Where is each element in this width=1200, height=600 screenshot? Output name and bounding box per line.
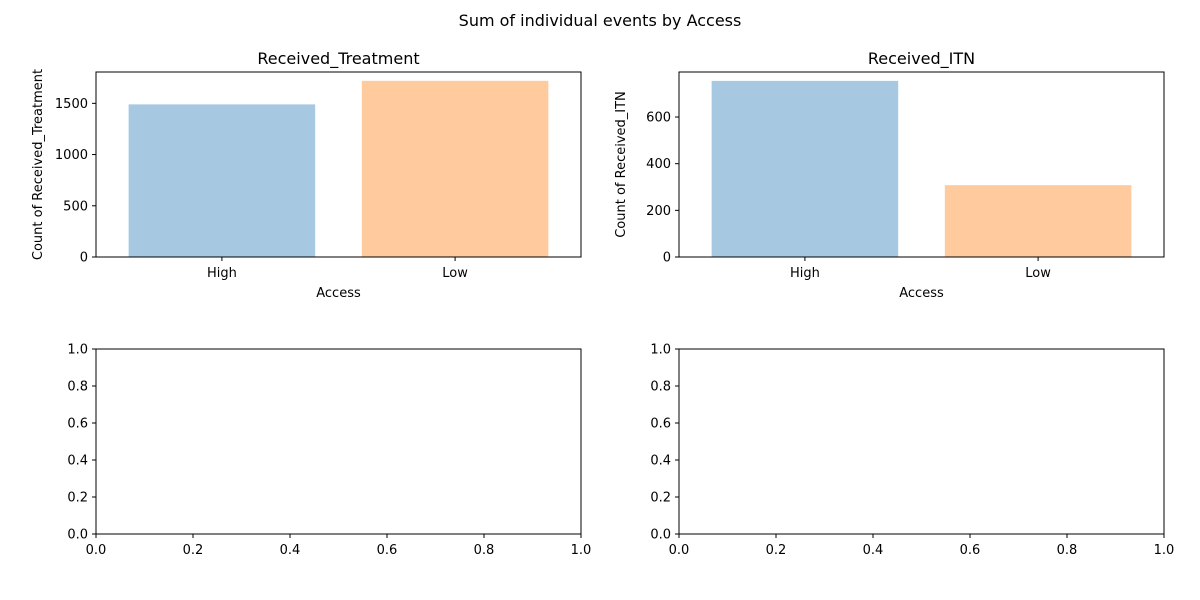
figure-suptitle: Sum of individual events by Access [459,11,742,30]
x-axis-label: Access [899,286,944,301]
x-tick-label: 0.8 [1057,543,1078,558]
y-tick-label: 500 [63,199,88,214]
x-tick-label: Low [442,266,468,281]
subplot-2: High Low 0 200 400 600 Received_ITN Access Count… [614,49,1165,301]
y-tick-label: 0.8 [67,380,88,395]
x-tick-label: Low [1025,266,1051,281]
y-tick-label: 600 [646,111,671,126]
x-tick-label: 0.4 [280,543,301,558]
y-tick-label: 0.0 [650,528,671,543]
y-tick-label: 1.0 [67,343,88,358]
axes-title: Received_Treatment [257,49,419,69]
x-axis-label: Access [316,286,361,301]
bar-high [711,80,899,257]
bar-high [128,104,316,258]
axes-frame [678,348,1165,535]
x-tick-label: 0.0 [86,543,107,558]
y-tick-label: 0 [663,251,671,266]
y-tick-label: 0.2 [67,491,88,506]
y-tick-label: 0.8 [650,380,671,395]
y-tick-label: 0.2 [650,491,671,506]
y-tick-label: 0 [80,251,88,266]
y-tick-label: 0.0 [67,528,88,543]
subplot-3: 0.0 0.2 0.4 0.6 0.8 1.0 0.0 0.2 0.4 0.6 0.8 1.0 [67,343,591,559]
axes-frame [95,71,582,258]
y-axis-label: Count of Received_Treatment [31,69,46,260]
x-tick-label: High [790,266,820,281]
x-tick-label: 0.4 [863,543,884,558]
y-tick-label: 1.0 [650,343,671,358]
x-tick-label: 0.6 [960,543,981,558]
y-tick-label: 400 [646,157,671,172]
y-tick-label: 1000 [55,148,88,163]
y-tick-label: 1500 [55,97,88,112]
axes-frame [678,71,1165,258]
x-tick-label: 0.6 [377,543,398,558]
y-axis-label: Count of Received_ITN [614,91,629,238]
x-tick-label: 0.0 [669,543,690,558]
axes-title: Received_ITN [868,49,975,69]
x-tick-label: 0.8 [474,543,495,558]
y-tick-label: 0.6 [650,417,671,432]
y-tick-label: 200 [646,204,671,219]
x-tick-label: 1.0 [571,543,592,558]
axes-frame [95,348,582,535]
y-tick-label: 0.4 [67,454,88,469]
bar-low [944,185,1132,257]
x-tick-label: 0.2 [183,543,204,558]
x-tick-label: 1.0 [1154,543,1175,558]
x-tick-label: High [207,266,237,281]
bar-low [361,80,549,257]
x-tick-label: 0.2 [766,543,787,558]
subplot-1: High Low 0 500 1000 1500 Received_Treatment Acc… [31,49,582,301]
subplot-4: 0.0 0.2 0.4 0.6 0.8 1.0 0.0 0.2 0.4 0.6 0.8 1.0 [650,343,1174,559]
y-tick-label: 0.6 [67,417,88,432]
y-tick-label: 0.4 [650,454,671,469]
